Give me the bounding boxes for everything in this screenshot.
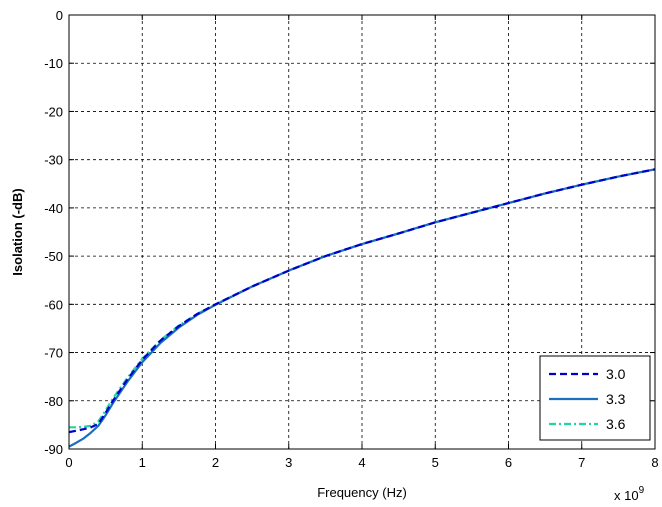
x-axis-exponent: x 109 [614, 485, 645, 503]
y-tick-label: -50 [44, 249, 63, 264]
x-exponent-base: x 10 [614, 488, 639, 503]
x-tick-label: 3 [285, 455, 292, 470]
x-tick-label: 4 [358, 455, 365, 470]
legend-entry-label: 3.3 [606, 391, 626, 407]
axis-ticks: 0 1 2 3 4 5 6 7 8 0 -10 -20 -30 -40 -50 -60 -70 -80 -90 [44, 8, 658, 470]
y-tick-label: -40 [44, 201, 63, 216]
x-tick-label: 6 [505, 455, 512, 470]
x-tick-label: 2 [212, 455, 219, 470]
y-tick-label: -10 [44, 56, 63, 71]
grid [69, 15, 655, 449]
y-tick-label: 0 [56, 8, 63, 23]
legend-entry-label: 3.6 [606, 416, 626, 432]
x-exponent-power: 9 [639, 485, 645, 496]
y-tick-label: -90 [44, 442, 63, 457]
x-axis-label: Frequency (Hz) [317, 485, 407, 500]
y-axis-label: Isolation (-dB) [10, 188, 25, 275]
y-tick-label: -20 [44, 104, 63, 119]
series-line-3-0 [68, 168, 656, 434]
x-tick-label: 7 [578, 455, 585, 470]
y-tick-label: -80 [44, 394, 63, 409]
x-tick-label: 0 [65, 455, 72, 470]
y-tick-label: -30 [44, 153, 63, 168]
y-tick-label: -60 [44, 297, 63, 312]
x-tick-label: 5 [432, 455, 439, 470]
y-tick-label: -70 [44, 346, 63, 361]
legend: 3.0 3.3 3.6 [539, 355, 651, 441]
axis-labels: Frequency (Hz) Isolation (-dB) x 109 [10, 188, 645, 503]
legend-entry-label: 3.0 [606, 366, 626, 382]
series-lines [68, 168, 656, 448]
x-tick-label: 8 [651, 455, 658, 470]
x-tick-label: 1 [139, 455, 146, 470]
